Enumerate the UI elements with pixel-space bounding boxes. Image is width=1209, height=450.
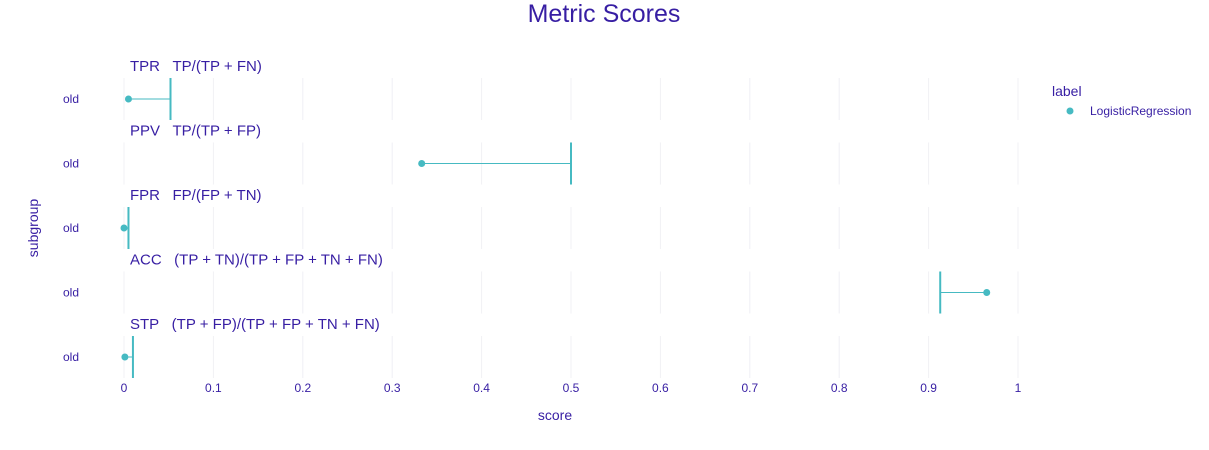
- x-tick-label: 0.9: [920, 381, 937, 395]
- legend-item-label: LogisticRegression: [1090, 104, 1191, 118]
- x-tick-label: 0.7: [741, 381, 758, 395]
- panel-title: TPR TP/(TP + FN): [130, 58, 262, 75]
- legend: label LogisticRegression: [1052, 83, 1191, 118]
- score-point: [121, 353, 129, 361]
- legend-marker: [1066, 107, 1074, 115]
- y-tick-label: old: [63, 221, 79, 235]
- x-tick-label: 1: [1015, 381, 1022, 395]
- panel-title: STP (TP + FP)/(TP + FP + TN + FN): [130, 316, 380, 333]
- score-point: [983, 289, 991, 296]
- panel-fpr: FPR FP/(FP + TN) old: [63, 187, 262, 249]
- panel-tpr: TPR TP/(TP + FN) old: [63, 58, 262, 120]
- panel-ppv: PPV TP/(TP + FP) old: [63, 123, 572, 185]
- x-tick-label: 0.2: [294, 381, 311, 395]
- y-tick-label: old: [63, 286, 79, 300]
- panel-title: FPR FP/(FP + TN): [130, 187, 262, 204]
- panel-stp: STP (TP + FP)/(TP + FP + TN + FN) old: [63, 316, 380, 378]
- x-tick-label: 0.1: [205, 381, 222, 395]
- x-tick-label: 0.6: [652, 381, 669, 395]
- y-tick-label: old: [63, 350, 79, 364]
- chart-title: Metric Scores: [528, 0, 681, 28]
- x-tick-label: 0: [121, 381, 128, 395]
- panel-title: PPV TP/(TP + FP): [130, 123, 261, 140]
- x-tick-label: 0.4: [473, 381, 490, 395]
- x-axis-ticks: 0 0.1 0.2 0.3 0.4 0.5 0.6 0.7 0.8 0.9 1: [121, 381, 1022, 395]
- y-tick-label: old: [63, 157, 79, 171]
- y-axis-title: subgroup: [25, 199, 41, 258]
- x-tick-label: 0.5: [563, 381, 580, 395]
- x-tick-label: 0.8: [831, 381, 848, 395]
- score-point: [418, 160, 426, 167]
- legend-title: label: [1052, 83, 1082, 99]
- y-tick-label: old: [63, 92, 79, 106]
- x-axis-title: score: [538, 407, 572, 423]
- score-point: [124, 95, 132, 103]
- score-point: [120, 224, 128, 232]
- panel-title: ACC (TP + TN)/(TP + FP + TN + FN): [130, 252, 383, 269]
- x-tick-label: 0.3: [384, 381, 401, 395]
- panel-acc: ACC (TP + TN)/(TP + FP + TN + FN) old: [63, 252, 991, 314]
- gridlines: [123, 78, 1019, 378]
